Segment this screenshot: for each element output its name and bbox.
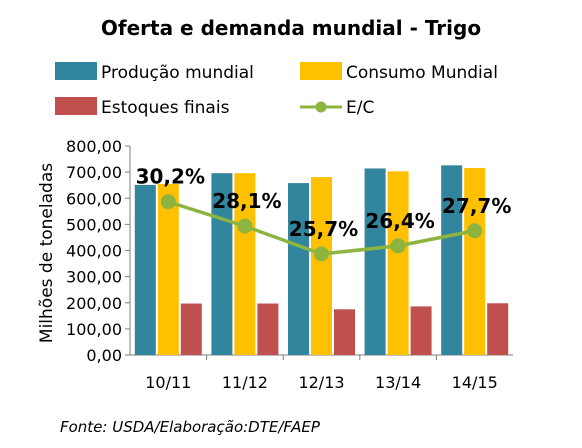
y-axis-label: Milhões de toneladas: [37, 163, 57, 343]
bar-produ-o-mundial: [288, 183, 309, 355]
y-tick-label: 100,00: [66, 320, 122, 339]
bars: [134, 165, 509, 355]
legend-label-e-c: E/C: [346, 98, 374, 118]
data-label-ec: 28,1%: [212, 189, 281, 213]
bar-estoques-finais: [180, 303, 202, 355]
data-label-ec: 25,7%: [289, 217, 358, 241]
point-ec: [390, 238, 406, 254]
data-label-ec: 30,2%: [136, 165, 205, 189]
bar-consumo-mundial: [464, 167, 486, 355]
point-ec: [237, 218, 253, 234]
x-tick-label: 13/14: [375, 373, 421, 392]
legend: Produção mundial Consumo Mundial Estoques …: [55, 62, 498, 118]
legend-marker-e-c: [315, 101, 327, 113]
y-tick-label: 500,00: [66, 215, 122, 234]
legend-swatch-produ-o-mundial: [55, 62, 97, 80]
data-label-ec: 27,7%: [442, 194, 511, 218]
bar-estoques-finais: [410, 306, 432, 355]
line-series: 30,2% 28,1% 25,7% 26,4% 27,7%: [136, 165, 511, 262]
bar-produ-o-mundial: [441, 165, 463, 355]
y-tick-label: 800,00: [66, 137, 122, 156]
legend-swatch-estoques-finais: [55, 97, 97, 115]
x-tick-label: 14/15: [452, 373, 498, 392]
y-tick-label: 600,00: [66, 189, 122, 208]
point-ec: [160, 194, 176, 210]
y-tick-label: 400,00: [66, 242, 122, 261]
legend-label-consumo-mundial: Consumo Mundial: [346, 63, 498, 83]
bar-consumo-mundial: [311, 177, 332, 355]
bar-estoques-finais: [257, 303, 279, 355]
y-tick-label: 700,00: [66, 163, 122, 182]
y-tick-label: 300,00: [66, 268, 122, 287]
bar-produ-o-mundial: [364, 168, 386, 355]
bar-estoques-finais: [487, 303, 509, 355]
x-tick-label: 10/11: [145, 373, 191, 392]
legend-label-estoques-finais: Estoques finais: [101, 98, 230, 118]
point-ec: [314, 246, 329, 262]
x-tick-label: 12/13: [298, 373, 344, 392]
point-ec: [467, 223, 483, 239]
y-tick-label: 200,00: [66, 294, 122, 313]
bar-consumo-mundial: [157, 183, 179, 355]
source-note: Fonte: USDA/Elaboração:DTE/FAEP: [60, 418, 321, 436]
chart-title: Oferta e demanda mundial - Trigo: [101, 16, 481, 40]
bar-estoques-finais: [334, 309, 355, 355]
bar-consumo-mundial: [234, 173, 256, 355]
y-tick-label: 0,00: [86, 346, 122, 365]
x-tick-label: 11/12: [222, 373, 268, 392]
data-label-ec: 26,4%: [365, 209, 434, 233]
axes: 0,00 100,00 200,00 300,00 400,00 500,00 600,00…: [66, 137, 513, 392]
bar-produ-o-mundial: [134, 184, 156, 355]
legend-label-produ-o-mundial: Produção mundial: [101, 63, 254, 83]
bar-consumo-mundial: [387, 171, 409, 355]
legend-swatch-consumo-mundial: [300, 62, 342, 80]
